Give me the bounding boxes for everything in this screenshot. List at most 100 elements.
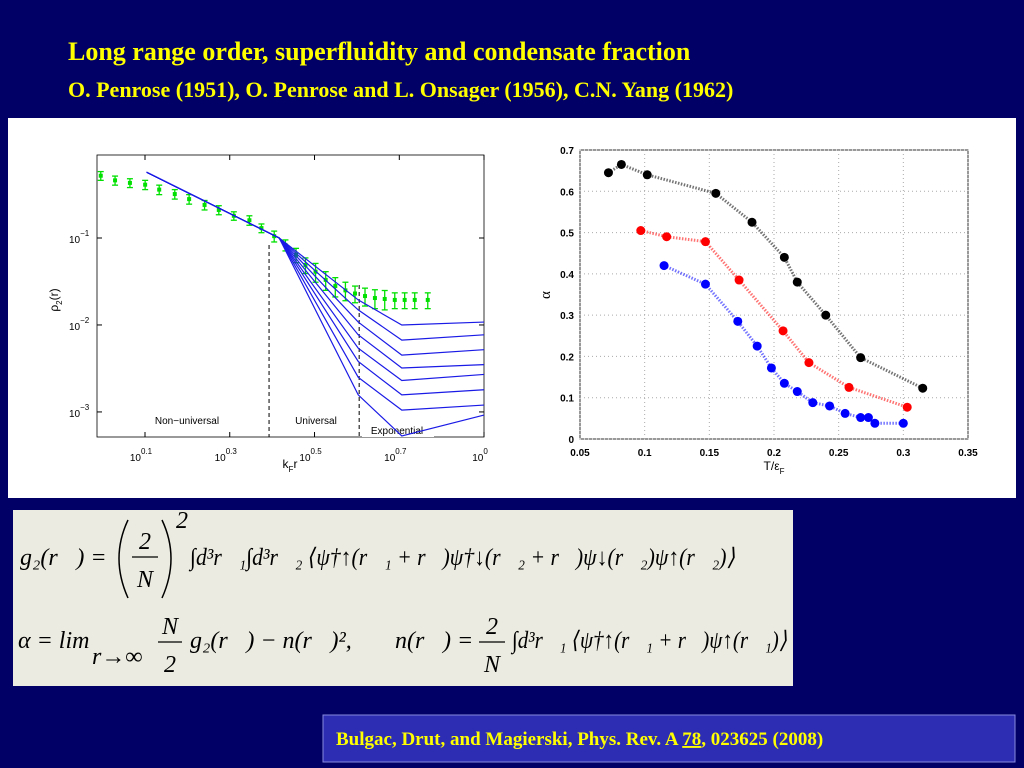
- data-point: [353, 291, 358, 296]
- data-point: [804, 358, 814, 368]
- data-point: [659, 261, 669, 271]
- x-tick-label: 0.1: [638, 448, 652, 459]
- y-tick-label: 10−1: [69, 229, 90, 246]
- data-point: [372, 296, 377, 301]
- data-point: [766, 363, 776, 373]
- y-tick-label: 0.3: [560, 311, 574, 322]
- paren: [161, 519, 172, 599]
- x-tick-base: 10: [472, 453, 484, 464]
- data-point: [127, 180, 132, 185]
- x-tick-base: 10: [130, 453, 142, 464]
- fraction-numerator: 2: [486, 614, 498, 640]
- x-tick-exponent: 0: [483, 447, 488, 456]
- y-tick-label: 0.5: [560, 229, 574, 240]
- x-axis-label-sub: F: [780, 467, 785, 476]
- data-point: [216, 207, 221, 212]
- x-axis-label-part: T/ε: [764, 459, 781, 473]
- y-tick-exponent: −3: [80, 403, 90, 412]
- data-point: [402, 297, 407, 302]
- data-point: [856, 353, 866, 363]
- x-tick-label: 0.05: [570, 448, 590, 459]
- y-tick-base: 10: [69, 322, 81, 333]
- data-point: [870, 418, 880, 428]
- data-point: [752, 341, 762, 351]
- data-point: [98, 173, 103, 178]
- paren: [118, 519, 129, 599]
- citation-text: , 023625 (2008): [701, 729, 823, 750]
- data-point: [157, 187, 162, 192]
- x-tick-label: 0.3: [896, 448, 910, 459]
- x-axis-label: T/εF: [764, 459, 785, 476]
- data-point: [363, 294, 368, 299]
- equation-lhs: n(r⃗) =: [395, 628, 473, 654]
- data-point: [247, 218, 252, 223]
- x-axis-label-sub: F: [289, 465, 294, 474]
- data-point: [425, 297, 430, 302]
- y-tick-exponent: −1: [80, 229, 90, 238]
- data-point: [779, 252, 789, 262]
- data-point: [902, 402, 912, 412]
- x-tick-base: 10: [299, 453, 311, 464]
- data-point: [700, 237, 710, 247]
- y-axis-label: α: [538, 291, 554, 299]
- data-point: [662, 232, 672, 242]
- fraction-numerator: N: [161, 614, 180, 640]
- x-tick-exponent: 0.5: [311, 447, 323, 456]
- y-axis-label-part: ρ: [47, 305, 61, 312]
- equation-lhs: g₂(r⃗) =: [20, 545, 107, 571]
- x-tick-base: 10: [384, 453, 396, 464]
- data-point: [844, 382, 854, 392]
- data-point: [863, 413, 873, 423]
- x-tick-exponent: 0.7: [395, 447, 407, 456]
- data-point: [382, 296, 387, 301]
- y-tick-exponent: −2: [80, 316, 90, 325]
- data-point: [898, 418, 908, 428]
- series-line: [640, 229, 908, 409]
- slide-title: Long range order, superfluidity and cond…: [68, 37, 691, 66]
- region-label: Universal: [295, 416, 337, 427]
- data-point: [918, 383, 928, 393]
- x-tick-label: 100: [472, 447, 488, 464]
- x-tick-label: 100.5: [299, 447, 322, 464]
- y-tick-label: 0.1: [560, 394, 574, 405]
- model-curve: [146, 171, 485, 437]
- y-tick-label: 0.7: [560, 146, 574, 157]
- data-point: [187, 197, 192, 202]
- data-point: [840, 408, 850, 418]
- data-point: [711, 188, 721, 198]
- data-point: [821, 310, 831, 320]
- data-point: [779, 378, 789, 388]
- x-tick-label: 100.1: [130, 447, 153, 464]
- equation-body: g₂(r⃗) − n(r⃗)²,: [190, 628, 352, 654]
- data-point: [733, 316, 743, 326]
- x-tick-exponent: 0.1: [141, 447, 153, 456]
- data-point: [792, 387, 802, 397]
- fraction-denominator: N: [483, 652, 502, 678]
- data-point: [734, 275, 744, 285]
- data-point: [616, 159, 626, 169]
- region-label: Non−universal: [155, 416, 219, 427]
- x-tick-label: 0.35: [958, 448, 978, 459]
- fraction-numerator: 2: [139, 529, 151, 555]
- data-point: [700, 279, 710, 289]
- equation-lhs: α = lim: [18, 628, 89, 654]
- data-point: [808, 398, 818, 408]
- citation-box: [322, 714, 1016, 763]
- x-tick-base: 10: [215, 453, 227, 464]
- data-point: [303, 262, 308, 267]
- data-point: [778, 326, 788, 336]
- equation-power: 2: [176, 508, 188, 534]
- data-point: [113, 178, 118, 183]
- data-point: [747, 217, 757, 227]
- data-point: [259, 226, 264, 231]
- data-point: [333, 284, 338, 289]
- y-tick-label: 0.6: [560, 187, 574, 198]
- series-line: [663, 264, 904, 425]
- y-axis-label: ρ2(r): [47, 288, 64, 311]
- equation-limit: r→∞: [92, 644, 142, 670]
- data-point: [825, 401, 835, 411]
- region-label-bg: [362, 423, 434, 437]
- citation: Bulgac, Drut, and Magierski, Phys. Rev. …: [336, 729, 823, 750]
- data-point: [412, 297, 417, 302]
- y-tick-label: 10−3: [69, 403, 90, 420]
